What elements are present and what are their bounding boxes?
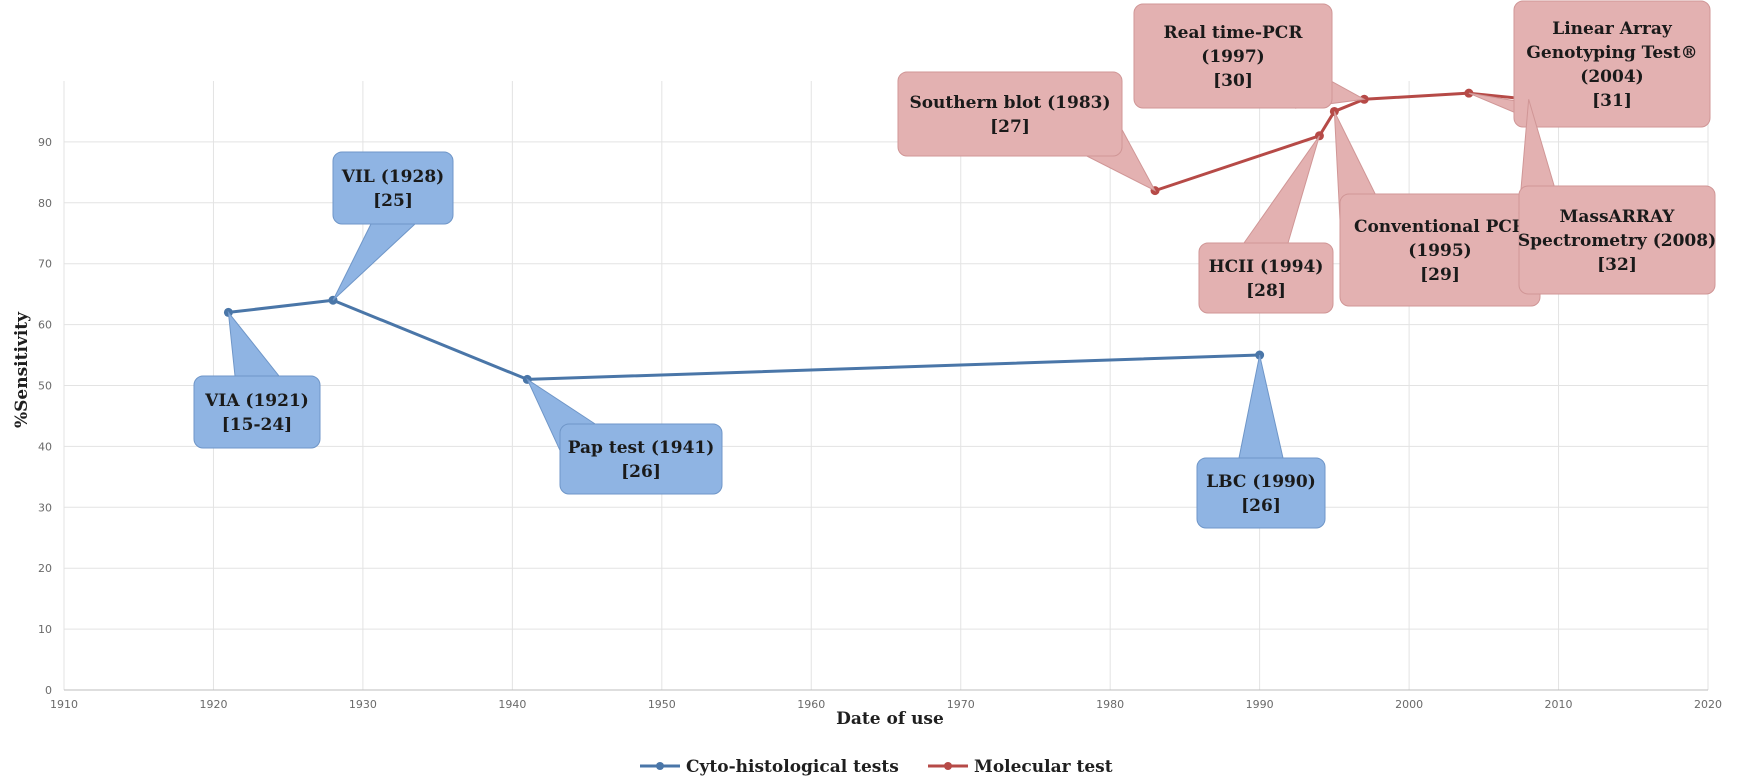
x-tick-label: 1910	[50, 698, 78, 711]
callout-1-1: HCII (1994) [28]	[1198, 135, 1334, 314]
callout-pointer	[1238, 354, 1284, 459]
callout-label: [27]	[990, 117, 1030, 137]
callouts: VIA (1921) [15-24] VIL (1928) [25] Pap test …	[193, 0, 1716, 529]
legend-label-cyto: Cyto-histological tests	[686, 757, 899, 777]
callout-box	[1198, 242, 1334, 314]
callout-0-3: LBC (1990) [26]	[1196, 354, 1326, 529]
axes: 1910 1920 1930 1940 1950 1960 1970 1980 1990 2000…	[38, 136, 1722, 711]
callout-label: Conventional PCR	[1354, 217, 1527, 237]
legend-item-molecular[interactable]: Molecular test	[928, 757, 1113, 777]
x-axis-title: Date of use	[836, 709, 944, 729]
callout-box	[1196, 457, 1326, 529]
callout-label: VIA (1921)	[204, 391, 309, 411]
callout-0-2: Pap test (1941) [26]	[526, 378, 723, 495]
callout-label: Pap test (1941)	[568, 438, 715, 458]
callout-label: [32]	[1597, 255, 1637, 275]
x-tick-label: 1940	[498, 698, 526, 711]
x-tick-label: 2000	[1395, 698, 1423, 711]
callout-box	[332, 151, 454, 225]
callout-label: LBC (1990)	[1206, 472, 1316, 492]
callout-0-0: VIA (1921) [15-24]	[193, 310, 321, 449]
y-tick-label: 50	[38, 380, 52, 393]
callout-label: Linear Array	[1552, 19, 1673, 39]
callout-box	[559, 423, 723, 495]
callout-label: [25]	[373, 191, 413, 211]
legend: Cyto-histological tests Molecular test	[640, 757, 1113, 777]
x-tick-label: 2020	[1694, 698, 1722, 711]
x-tick-label: 1980	[1096, 698, 1124, 711]
y-tick-label: 0	[45, 684, 52, 697]
series-line-1	[1154, 91, 1529, 193]
x-tick-label: 1930	[349, 698, 377, 711]
y-tick-label: 30	[38, 501, 52, 514]
callout-pointer	[1243, 135, 1320, 244]
callout-label: [26]	[621, 462, 661, 482]
y-tick-label: 40	[38, 440, 52, 453]
y-tick-label: 80	[38, 197, 52, 210]
callout-box	[193, 375, 321, 449]
callout-box	[1518, 185, 1716, 295]
x-tick-label: 1970	[947, 698, 975, 711]
callout-label: Genotyping Test®	[1526, 43, 1697, 63]
callout-label: (1997)	[1201, 47, 1264, 67]
legend-item-cyto[interactable]: Cyto-histological tests	[640, 757, 899, 777]
callout-1-4: Linear Array Genotyping Test® (2004) [31]	[1468, 0, 1711, 128]
y-axis-title: %Sensitivity	[12, 311, 32, 428]
x-tick-label: 1960	[797, 698, 825, 711]
y-tick-label: 60	[38, 319, 52, 332]
x-tick-label: 1950	[648, 698, 676, 711]
callout-label: [29]	[1420, 265, 1460, 285]
y-tick-label: 10	[38, 623, 52, 636]
callout-label: [31]	[1592, 91, 1632, 111]
series	[223, 88, 1534, 384]
callout-label: [28]	[1246, 281, 1286, 301]
callout-pointer	[332, 223, 417, 301]
callout-label: Southern blot (1983)	[909, 93, 1110, 113]
callout-1-0: Southern blot (1983) [27]	[897, 71, 1157, 192]
legend-marker-cyto	[656, 762, 664, 770]
callout-0-1: VIL (1928) [25]	[332, 151, 454, 301]
y-tick-label: 70	[38, 258, 52, 271]
x-tick-label: 1920	[199, 698, 227, 711]
callout-box	[1513, 0, 1711, 128]
callout-1-2: Conventional PCR (1995) [29]	[1333, 111, 1541, 307]
legend-marker-molecular	[944, 762, 952, 770]
callout-box	[897, 71, 1123, 157]
callout-label: (1995)	[1408, 241, 1471, 261]
x-tick-label: 1990	[1246, 698, 1274, 711]
y-tick-label: 20	[38, 562, 52, 575]
callout-pointer	[227, 310, 281, 377]
x-tick-label: 2010	[1545, 698, 1573, 711]
series-line-0	[228, 298, 1260, 381]
callout-label: Spectrometry (2008)	[1518, 231, 1716, 251]
callout-label: [15-24]	[222, 415, 292, 435]
callout-label: Real time-PCR	[1164, 23, 1304, 43]
callout-label: MassARRAY	[1560, 207, 1676, 227]
callout-label: HCII (1994)	[1209, 257, 1324, 277]
y-tick-label: 90	[38, 136, 52, 149]
callout-label: [30]	[1213, 71, 1253, 91]
callout-label: [26]	[1241, 496, 1281, 516]
legend-label-molecular: Molecular test	[974, 757, 1113, 777]
callout-1-5: MassARRAY Spectrometry (2008) [32]	[1518, 99, 1716, 295]
callout-box	[1133, 3, 1333, 109]
callout-label: (2004)	[1580, 67, 1643, 87]
callout-1-3: Real time-PCR (1997) [30]	[1133, 3, 1366, 109]
callout-label: VIL (1928)	[341, 167, 444, 187]
